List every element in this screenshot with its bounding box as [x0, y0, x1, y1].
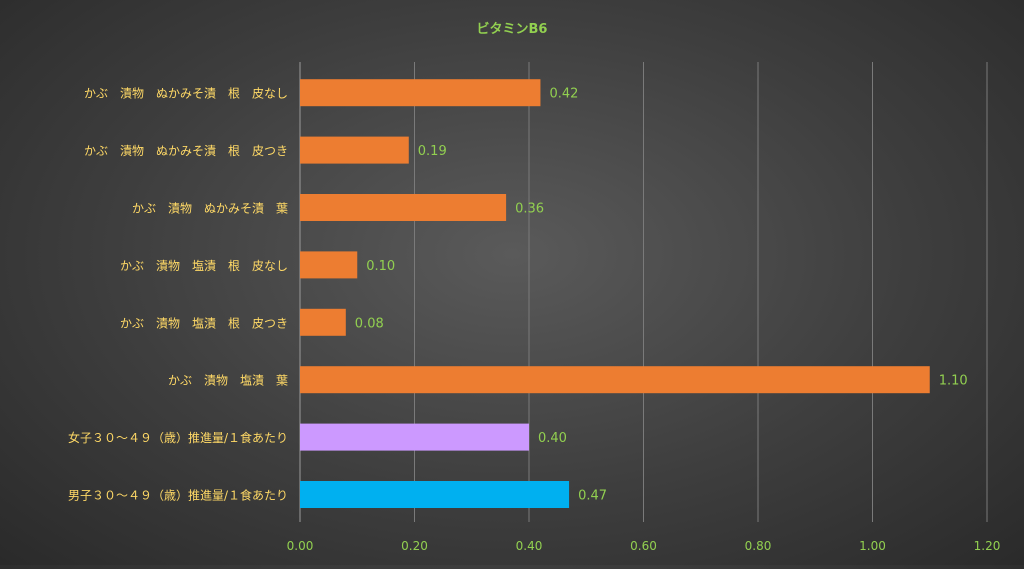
x-tick-label: 0.80 [745, 539, 772, 553]
data-label: 0.19 [418, 144, 447, 159]
x-tick-labels: 0.00 0.20 0.40 0.60 0.80 1.00 1.20 [287, 539, 1001, 553]
x-tick-label: 0.00 [287, 539, 314, 553]
data-label: 0.36 [515, 202, 544, 217]
x-tick-label: 1.00 [859, 539, 886, 553]
category-label: かぶ 漬物 塩漬 根 皮つき [120, 315, 288, 330]
x-tick-label: 1.20 [974, 539, 1001, 553]
bars [300, 79, 930, 508]
x-tick-label: 0.20 [401, 539, 428, 553]
data-label: 0.42 [549, 87, 578, 102]
bar [300, 251, 358, 279]
category-label: かぶ 漬物 塩漬 葉 [168, 373, 288, 388]
category-label: かぶ 漬物 塩漬 根 皮なし [120, 258, 288, 273]
data-label: 0.40 [538, 431, 567, 446]
bar [300, 194, 507, 221]
category-label: かぶ 漬物 ぬかみそ漬 根 皮つき [84, 143, 288, 158]
data-label: 0.47 [578, 489, 607, 504]
data-label: 1.10 [939, 374, 968, 389]
category-label: かぶ 漬物 ぬかみそ漬 葉 [132, 201, 288, 216]
x-tick-label: 0.60 [630, 539, 657, 553]
bar [300, 423, 529, 451]
data-label: 0.10 [366, 259, 395, 274]
bar [300, 366, 930, 394]
category-label: 女子３０～４９（歳）推進量/１食あたり [68, 430, 288, 445]
bar [300, 79, 541, 107]
value-labels: 0.42 0.19 0.36 0.10 0.08 1.10 0.40 0.47 [355, 87, 968, 504]
category-label: かぶ 漬物 ぬかみそ漬 根 皮なし [84, 86, 288, 101]
x-tick-label: 0.40 [516, 539, 543, 553]
category-label: 男子３０～４９（歳）推進量/１食あたり [68, 488, 288, 503]
bar [300, 308, 346, 336]
chart-title: ビタミンB6 [477, 21, 548, 37]
gridlines [299, 62, 988, 522]
data-label: 0.08 [355, 316, 384, 331]
bar [300, 481, 570, 508]
bar [300, 136, 409, 164]
